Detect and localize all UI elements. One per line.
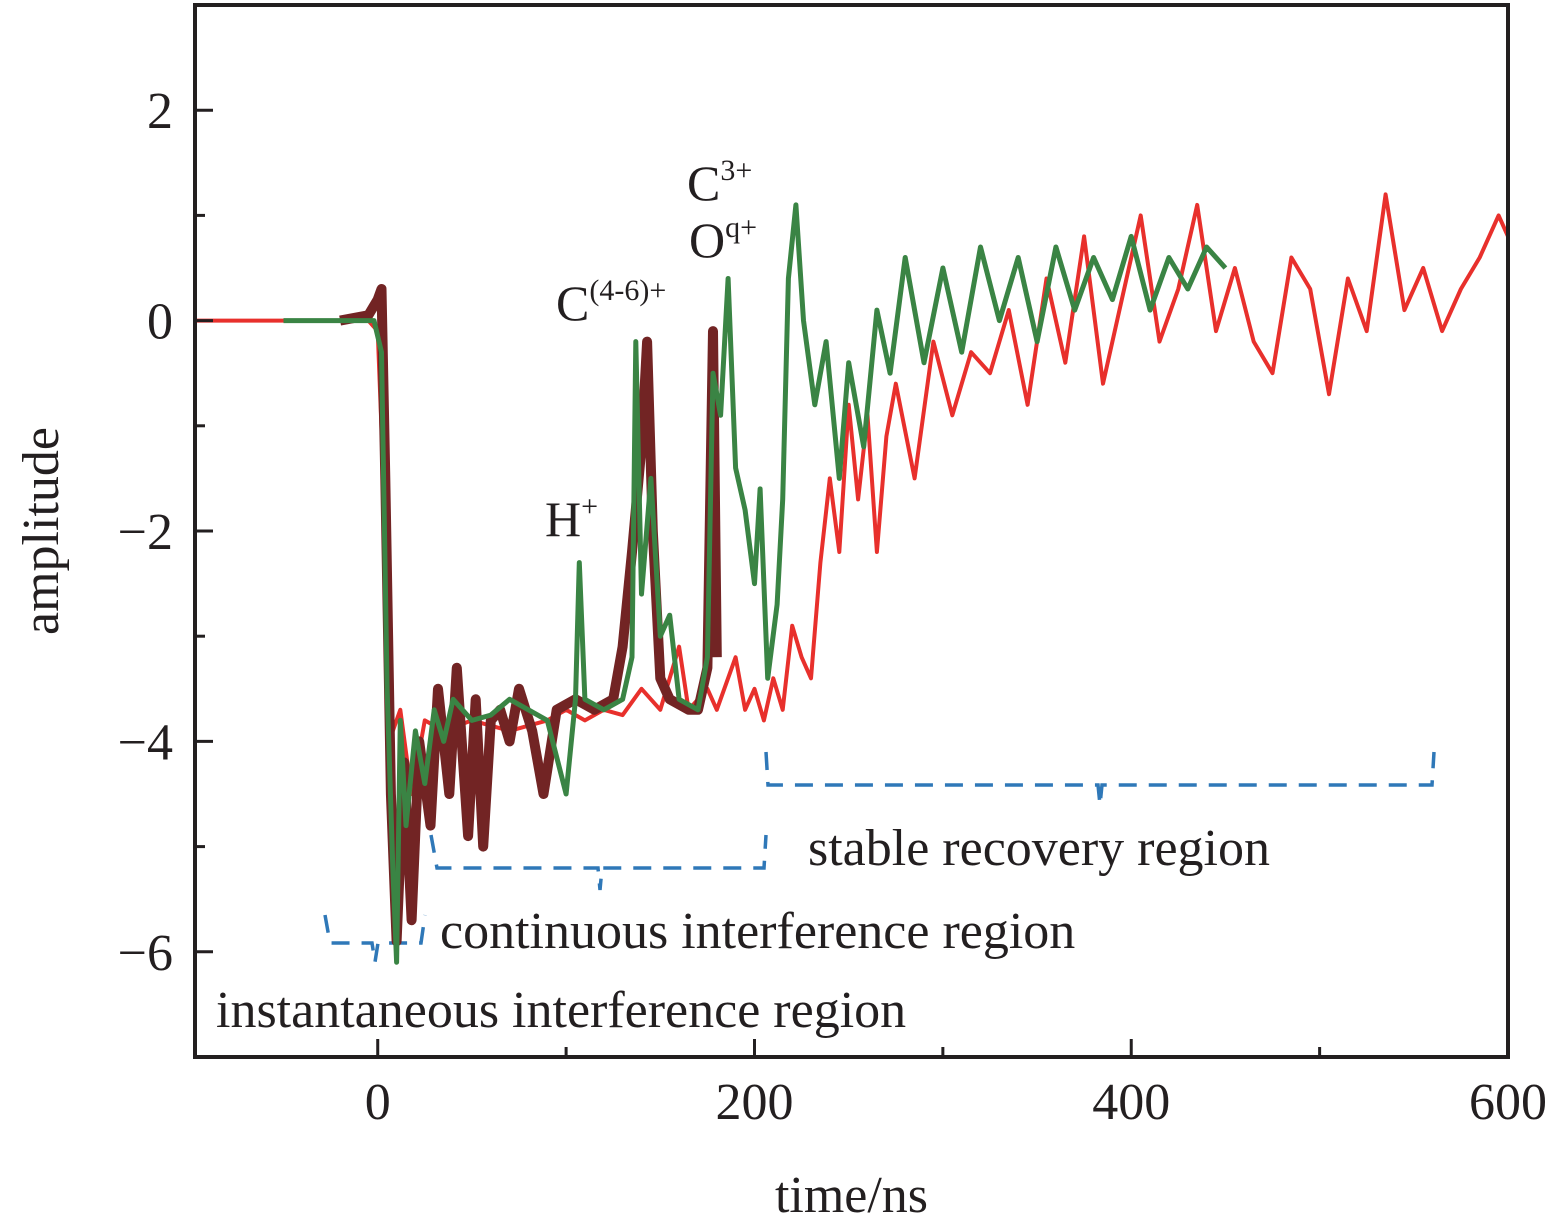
peak-annotation: H+ <box>545 490 598 547</box>
brace <box>764 751 1436 806</box>
x-tick-label: 400 <box>1092 1074 1170 1131</box>
annotation-text: H <box>545 491 581 547</box>
annotation-text: C <box>687 155 720 211</box>
y-tick-label: −2 <box>118 504 173 561</box>
y-tick-label: −6 <box>118 925 173 982</box>
x-tick-label: 0 <box>365 1074 391 1131</box>
x-tick-label: 600 <box>1469 1074 1547 1131</box>
annotation-sup: (4-6)+ <box>589 274 666 307</box>
annotation-text: O <box>689 212 725 268</box>
annotation-text: C <box>556 275 589 331</box>
y-tick-label: −4 <box>118 714 173 771</box>
region-label: continuous interference region <box>440 903 1075 960</box>
annotation-sup: + <box>581 490 598 523</box>
peak-annotation: C3+ <box>687 154 752 211</box>
annotation-sup: 3+ <box>720 154 752 187</box>
x-axis-label: time/ns <box>775 1167 928 1224</box>
y-tick-label: 0 <box>147 294 173 351</box>
brace <box>429 834 768 891</box>
region-label: stable recovery region <box>808 820 1270 877</box>
y-tick-label: 2 <box>147 83 173 140</box>
region-braces <box>323 751 1436 963</box>
peak-annotation: Oq+ <box>689 211 757 268</box>
brace <box>323 914 427 963</box>
region-label: instantaneous interference region <box>216 982 906 1039</box>
y-axis-label: amplitude <box>13 427 70 635</box>
x-tick-label: 200 <box>715 1074 793 1131</box>
series-line <box>283 202 1228 965</box>
annotation-sup: q+ <box>725 211 757 244</box>
peak-annotation: C(4-6)+ <box>556 274 666 331</box>
